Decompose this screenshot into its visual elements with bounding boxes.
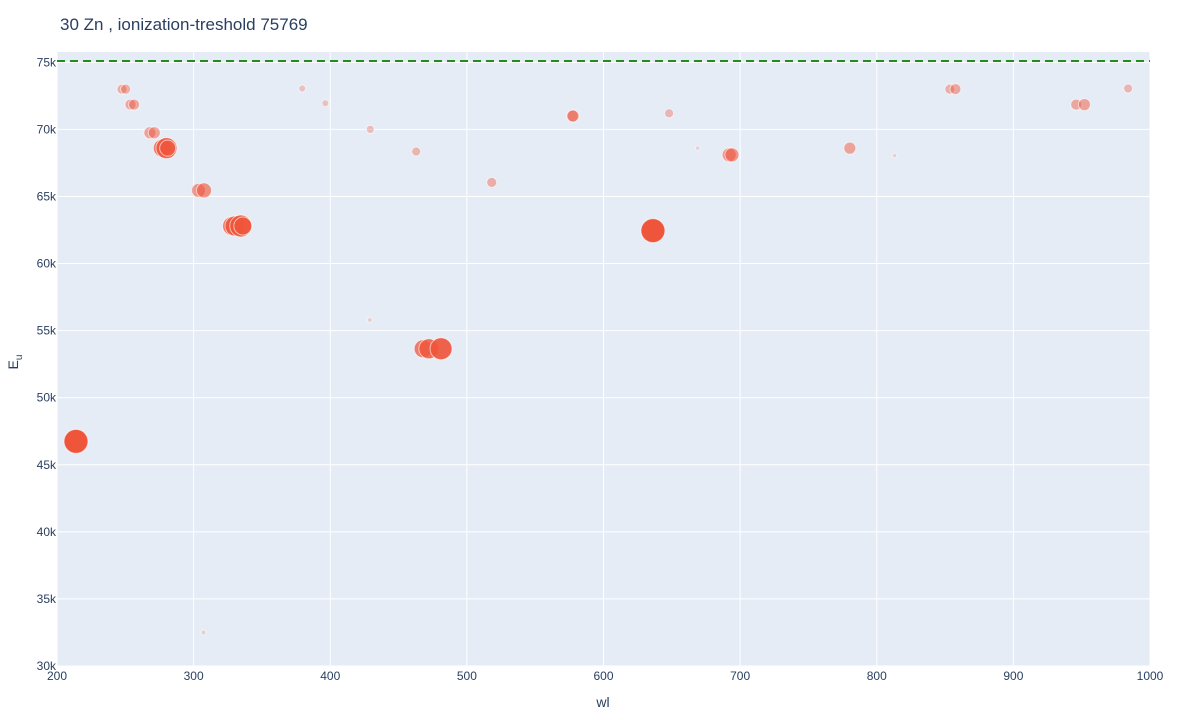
data-point <box>411 146 422 157</box>
y-axis-title: Eu <box>5 355 25 370</box>
data-point <box>366 316 373 323</box>
data-point <box>120 83 132 95</box>
data-point <box>63 428 89 454</box>
x-tick-label: 400 <box>320 669 340 683</box>
x-tick-label: 800 <box>867 669 887 683</box>
data-point <box>724 147 740 163</box>
y-axis-title-main: E <box>5 360 21 369</box>
data-point <box>949 83 962 96</box>
data-point <box>321 99 330 108</box>
data-point <box>664 108 675 119</box>
data-point <box>486 176 498 188</box>
x-tick-label: 500 <box>457 669 477 683</box>
y-tick-label: 75k <box>37 55 57 69</box>
data-point <box>143 126 157 140</box>
grid-lines <box>56 52 1151 667</box>
data-point <box>640 218 666 244</box>
y-tick-label: 65k <box>37 189 57 203</box>
x-axis-ticks: 200 300 400 500 600 700 800 900 1000 <box>47 669 1164 683</box>
chart-title: 30 Zn , ionization-treshold 75769 <box>60 15 308 34</box>
data-point <box>159 139 177 157</box>
x-tick-label: 1000 <box>1137 669 1164 683</box>
x-tick-label: 700 <box>730 669 750 683</box>
data-point <box>233 216 253 236</box>
y-tick-label: 55k <box>37 324 57 338</box>
y-axis-title-sub: u <box>14 355 25 361</box>
data-point <box>116 83 128 95</box>
x-tick-label: 900 <box>1003 669 1023 683</box>
data-point <box>147 126 161 140</box>
data-point <box>694 145 701 151</box>
y-tick-label: 70k <box>37 122 57 136</box>
data-point <box>429 337 453 361</box>
data-point <box>200 629 207 636</box>
x-axis-title: wl <box>595 694 609 710</box>
data-points <box>63 83 1134 636</box>
data-point <box>365 124 375 134</box>
y-axis-ticks: 30k 35k 40k 45k 50k 55k 60k 65k 70k 75k <box>37 55 57 673</box>
data-point <box>196 182 213 199</box>
y-tick-label: 35k <box>37 592 57 606</box>
x-tick-label: 600 <box>593 669 613 683</box>
data-point <box>1077 98 1091 112</box>
x-tick-label: 300 <box>184 669 204 683</box>
data-point <box>843 141 857 155</box>
data-point <box>566 109 580 123</box>
y-tick-label: 40k <box>37 525 57 539</box>
data-point <box>128 98 141 111</box>
y-tick-label: 50k <box>37 391 57 405</box>
data-point <box>298 84 307 93</box>
data-point <box>1123 83 1134 94</box>
y-tick-label: 60k <box>37 257 57 271</box>
data-point <box>891 152 898 159</box>
x-tick-label: 200 <box>47 669 67 683</box>
data-point <box>124 98 137 111</box>
y-tick-label: 45k <box>37 458 57 472</box>
y-tick-label: 30k <box>37 659 57 673</box>
